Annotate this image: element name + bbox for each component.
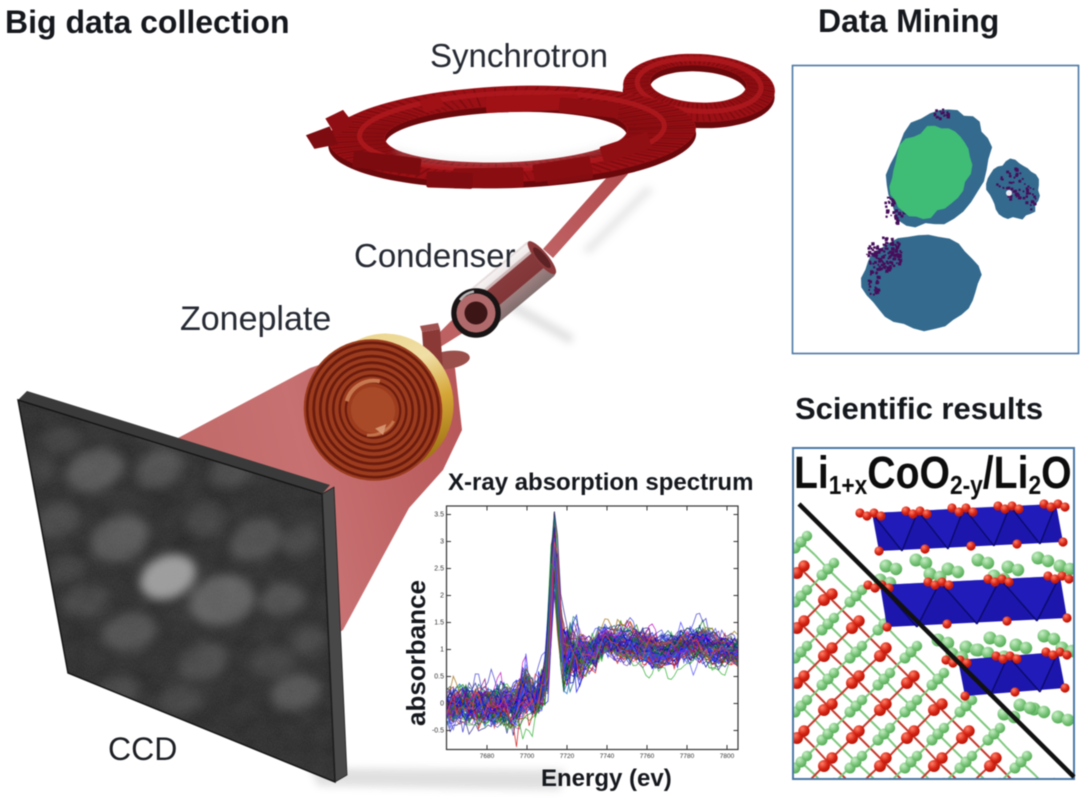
svg-text:7680: 7680: [480, 753, 495, 760]
svg-text:7740: 7740: [600, 753, 615, 760]
svg-text:1: 1: [440, 647, 444, 654]
svg-text:0: 0: [440, 701, 444, 708]
svg-text:3: 3: [440, 539, 444, 546]
svg-text:0.5: 0.5: [434, 674, 444, 681]
svg-text:2.5: 2.5: [434, 566, 444, 573]
svg-text:7700: 7700: [520, 753, 535, 760]
svg-text:1.5: 1.5: [434, 620, 444, 627]
svg-text:7800: 7800: [720, 753, 735, 760]
svg-text:-0.5: -0.5: [432, 728, 444, 735]
svg-text:2: 2: [440, 593, 444, 600]
svg-text:7720: 7720: [560, 753, 575, 760]
svg-text:7760: 7760: [640, 753, 655, 760]
svg-text:7780: 7780: [680, 753, 695, 760]
svg-text:3.5: 3.5: [434, 512, 444, 519]
